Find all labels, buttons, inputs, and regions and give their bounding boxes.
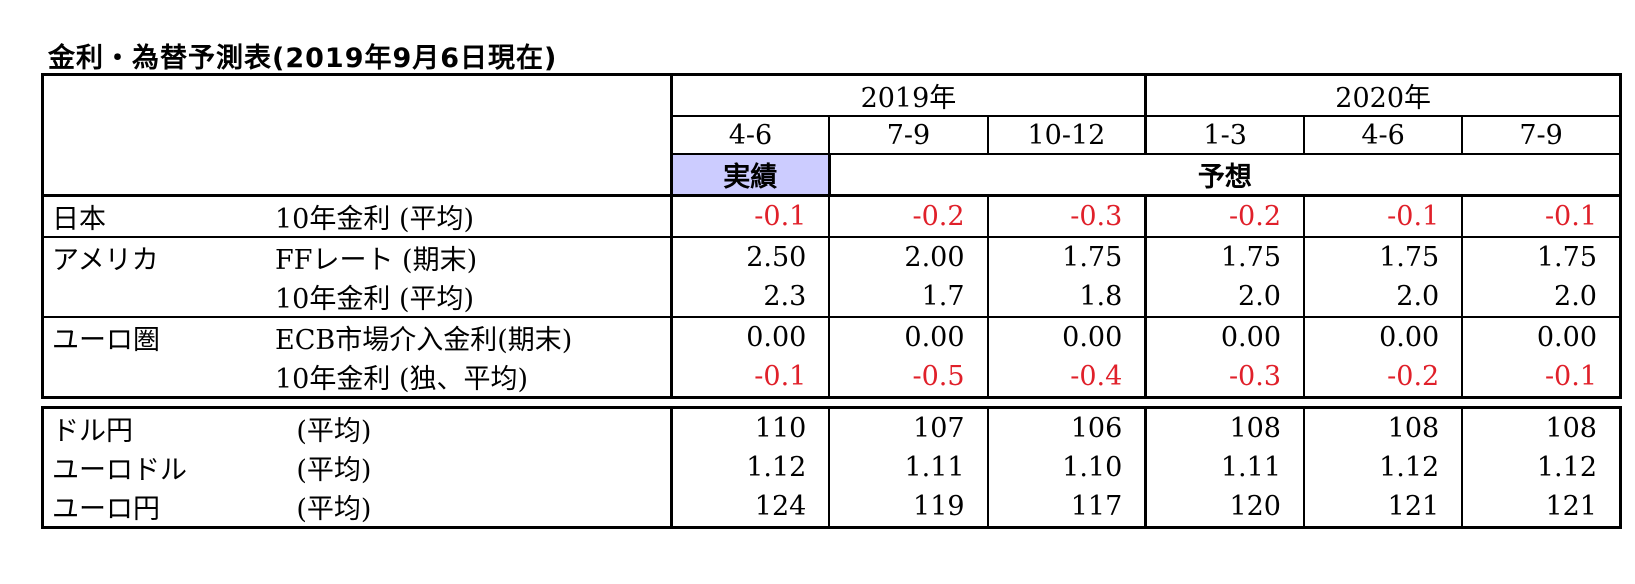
value-cell: 110 <box>669 407 830 448</box>
fx-table: ドル円 (平均) 110 107 106 108 108 108 ユーロドル (平均) 1.12 1.… <box>41 406 1622 529</box>
table-row: ドル円 (平均) 110 107 106 108 108 108 <box>43 407 1621 448</box>
value-cell: 107 <box>828 407 988 448</box>
quarter-header: 4-6 <box>1302 116 1463 155</box>
value-cell: -0.1 <box>1461 194 1621 237</box>
value-cell: 0.00 <box>828 316 988 357</box>
forecast-label: 予想 <box>827 154 1621 196</box>
value-cell: 1.75 <box>986 236 1146 277</box>
value-cell: 0.00 <box>1461 316 1621 357</box>
value-cell: -0.4 <box>986 357 1146 398</box>
table-row: ユーロドル (平均) 1.12 1.11 1.10 1.11 1.12 1.12 <box>43 448 1621 487</box>
region-label <box>43 357 268 398</box>
pair-label: ユーロドル <box>52 455 187 486</box>
value-cell: 1.75 <box>1302 236 1463 277</box>
item-label: (平均) <box>296 455 372 486</box>
value-cell: 1.12 <box>1302 448 1463 487</box>
value-cell: 2.0 <box>1461 277 1621 317</box>
value-cell: -0.2 <box>1144 194 1304 237</box>
value-cell: 0.00 <box>986 316 1146 357</box>
value-cell: 1.12 <box>669 448 830 487</box>
year-header-2019: 2019年 <box>669 74 1146 117</box>
value-cell: 0.00 <box>1302 316 1463 357</box>
value-cell: 108 <box>1302 407 1463 448</box>
item-label: 10年金利 (平均) <box>267 194 672 237</box>
value-cell: -0.2 <box>1302 357 1463 398</box>
value-cell: -0.3 <box>1144 357 1304 398</box>
value-cell: 1.7 <box>828 277 988 317</box>
header-blank <box>43 75 672 196</box>
value-cell: 1.12 <box>1461 448 1621 487</box>
value-cell: -0.1 <box>669 357 830 398</box>
value-cell: 2.3 <box>669 277 830 317</box>
value-cell: 1.75 <box>1144 236 1304 277</box>
value-cell: 121 <box>1461 487 1621 528</box>
quarter-header: 10-12 <box>986 116 1146 155</box>
value-cell: -0.1 <box>1302 194 1463 237</box>
quarter-header: 4-6 <box>669 116 830 155</box>
region-label <box>43 277 268 317</box>
value-cell: 0.00 <box>1144 316 1304 357</box>
table-row: 日本 10年金利 (平均) -0.1 -0.2 -0.3 -0.2 -0.1 -0.1 <box>42 194 1621 237</box>
value-cell: 108 <box>1144 407 1304 448</box>
quarter-header: 1-3 <box>1144 116 1304 155</box>
value-cell: 1.8 <box>986 277 1146 317</box>
item-label: (平均) <box>296 494 372 525</box>
value-cell: 119 <box>828 487 988 528</box>
region-label: アメリカ <box>42 236 267 277</box>
item-label: 10年金利 (平均) <box>275 284 475 315</box>
value-cell: 108 <box>1461 407 1621 448</box>
rates-table: 2019年 2020年 4-6 7-9 10-12 1-3 4-6 7-9 実績… <box>41 73 1622 399</box>
value-cell: 2.0 <box>1144 277 1304 317</box>
actual-label: 実績 <box>669 154 830 196</box>
item-label: (平均) <box>296 416 372 447</box>
value-cell: 117 <box>986 487 1146 528</box>
value-cell: -0.1 <box>669 194 830 237</box>
value-cell: -0.5 <box>828 357 988 398</box>
fx-body: ドル円 (平均) 110 107 106 108 108 108 ユーロドル (平均) 1.12 1.… <box>43 407 1621 528</box>
item-label: ECB市場介入金利(期末) <box>267 316 672 357</box>
value-cell: 121 <box>1302 487 1463 528</box>
year-header-2020: 2020年 <box>1144 74 1621 117</box>
value-cell: 1.10 <box>986 448 1146 487</box>
region-label: 日本 <box>42 194 267 237</box>
value-cell: 106 <box>986 407 1146 448</box>
item-label: FFレート (期末) <box>267 236 672 277</box>
value-cell: 1.11 <box>828 448 988 487</box>
value-cell: 2.50 <box>669 236 830 277</box>
table-row: 10年金利 (独、平均) -0.1 -0.5 -0.4 -0.3 -0.2 -0.1 <box>43 357 1621 398</box>
quarter-header: 7-9 <box>828 116 988 155</box>
pair-label: ドル円 <box>52 416 133 447</box>
item-label: 10年金利 (独、平均) <box>275 364 529 395</box>
value-cell: 1.11 <box>1144 448 1304 487</box>
page-title: 金利・為替予測表(2019年9月6日現在) <box>48 43 558 74</box>
table-row: ユーロ圏 ECB市場介入金利(期末) 0.00 0.00 0.00 0.00 0.00 0.0… <box>42 316 1621 357</box>
pair-label: ユーロ円 <box>52 494 160 525</box>
table-row: ユーロ円 (平均) 124 119 117 120 121 121 <box>43 487 1621 528</box>
value-cell: -0.2 <box>828 194 988 237</box>
region-label: ユーロ圏 <box>42 316 267 357</box>
value-cell: 2.0 <box>1302 277 1463 317</box>
quarter-header: 7-9 <box>1461 116 1621 155</box>
value-cell: -0.3 <box>986 194 1146 237</box>
value-cell: 1.75 <box>1461 236 1621 277</box>
table-row: 10年金利 (平均) 2.3 1.7 1.8 2.0 2.0 2.0 <box>43 277 1621 317</box>
table-row: アメリカ FFレート (期末) 2.50 2.00 1.75 1.75 1.75 1.75 <box>42 236 1621 277</box>
value-cell: 2.00 <box>828 236 988 277</box>
value-cell: 120 <box>1144 487 1304 528</box>
rates-body: 日本 10年金利 (平均) -0.1 -0.2 -0.3 -0.2 -0.1 -0.1 アメリカ… <box>42 194 1621 398</box>
value-cell: 0.00 <box>669 316 830 357</box>
value-cell: 124 <box>669 487 830 528</box>
value-cell: -0.1 <box>1461 357 1621 398</box>
